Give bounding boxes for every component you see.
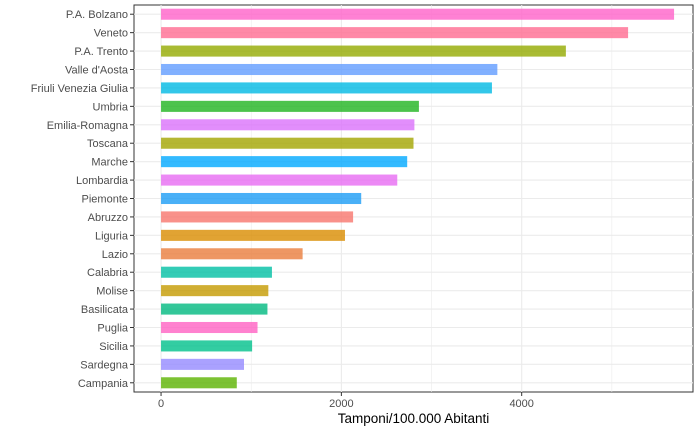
y-tick-label: Sicilia: [99, 341, 129, 353]
y-tick-label: Sardegna: [80, 359, 129, 371]
bar: [161, 27, 629, 39]
bar: [161, 119, 415, 131]
y-axis: P.A. Bolzano Veneto P.A. Trento Valle d'Aos…: [31, 9, 134, 390]
bar: [161, 156, 408, 168]
x-tick-label: 4000: [509, 398, 533, 410]
y-tick-label: Abruzzo: [88, 212, 128, 224]
y-tick-label: Liguria: [95, 230, 129, 242]
bar: [161, 229, 345, 241]
bar: [161, 137, 414, 149]
y-tick-label: Valle d'Aosta: [65, 65, 129, 77]
x-tick-label: 2000: [329, 398, 353, 410]
bar: [161, 192, 362, 205]
bar: [161, 248, 303, 260]
y-tick-label: Piemonte: [82, 194, 128, 206]
bars: [161, 8, 675, 389]
y-tick-label: Puglia: [97, 323, 128, 335]
bar: [161, 45, 566, 57]
bar: [161, 211, 354, 223]
y-tick-label: Lombardia: [76, 175, 129, 187]
y-tick-label: Toscana: [87, 138, 129, 150]
y-tick-label: Lazio: [102, 249, 128, 261]
bar: [161, 63, 498, 76]
y-tick-label: Marche: [91, 157, 128, 169]
y-tick-label: Emilia-Romagna: [47, 120, 129, 132]
bar: [161, 285, 269, 297]
bar: [161, 100, 419, 112]
x-tick-label: 0: [158, 398, 164, 410]
y-tick-label: Veneto: [94, 28, 128, 40]
y-tick-label: Umbria: [93, 101, 129, 113]
x-axis-title: Tamponi/100.000 Abitanti: [338, 411, 490, 426]
y-tick-label: Molise: [96, 286, 128, 298]
bar: [161, 82, 492, 94]
y-tick-label: Campania: [78, 378, 129, 390]
bar: [161, 266, 272, 278]
bar: [161, 174, 398, 186]
bar: [161, 358, 244, 370]
y-tick-label: P.A. Bolzano: [66, 9, 128, 21]
bar: [161, 321, 258, 334]
bar: [161, 340, 253, 352]
y-tick-label: Basilicata: [81, 304, 129, 316]
y-tick-label: Friuli Venezia Giulia: [31, 83, 129, 95]
bar: [161, 303, 268, 315]
y-tick-label: Calabria: [87, 267, 129, 279]
bar: [161, 8, 675, 20]
bar: [161, 377, 237, 389]
y-tick-label: P.A. Trento: [74, 46, 128, 58]
x-axis: 0 2000 4000: [158, 392, 534, 410]
